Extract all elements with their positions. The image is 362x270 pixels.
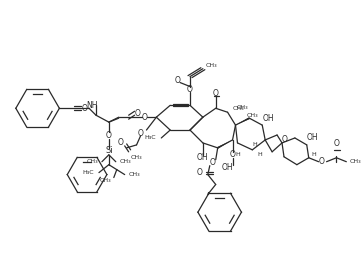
Text: CH₃: CH₃ xyxy=(131,155,142,160)
Text: NH: NH xyxy=(86,101,98,110)
Text: CH₃: CH₃ xyxy=(232,106,244,111)
Polygon shape xyxy=(217,140,232,149)
Text: O: O xyxy=(138,129,143,137)
Text: CH₃: CH₃ xyxy=(129,172,140,177)
Text: O: O xyxy=(106,131,112,140)
Text: CH₃: CH₃ xyxy=(120,159,131,164)
Text: H: H xyxy=(235,152,240,157)
Text: CH₃: CH₃ xyxy=(247,113,258,118)
Text: OH: OH xyxy=(307,133,319,143)
Text: H: H xyxy=(312,152,316,157)
Text: O: O xyxy=(230,150,235,159)
Text: O: O xyxy=(197,168,203,177)
Text: O: O xyxy=(118,139,124,147)
Text: O: O xyxy=(174,76,180,85)
Text: CH₃: CH₃ xyxy=(99,178,111,183)
Text: H: H xyxy=(257,152,262,157)
Text: O: O xyxy=(142,113,147,122)
Text: CH₃: CH₃ xyxy=(206,63,218,68)
Polygon shape xyxy=(236,117,250,125)
Text: O: O xyxy=(187,85,193,94)
Text: O: O xyxy=(81,104,87,113)
Text: OH: OH xyxy=(222,163,233,172)
Text: OH: OH xyxy=(197,153,209,162)
Text: CH₃: CH₃ xyxy=(237,105,248,110)
Text: O: O xyxy=(333,139,340,148)
Text: H₃C: H₃C xyxy=(145,136,156,140)
Text: CH₃: CH₃ xyxy=(87,159,98,164)
Text: OH: OH xyxy=(262,114,274,123)
Text: H₃C: H₃C xyxy=(83,170,94,175)
Text: CH₃: CH₃ xyxy=(349,159,361,164)
Text: O: O xyxy=(319,157,325,166)
Text: H: H xyxy=(252,142,257,147)
Text: Si: Si xyxy=(105,146,113,155)
Text: O: O xyxy=(135,109,140,118)
Text: O: O xyxy=(282,136,288,144)
Text: O: O xyxy=(213,89,219,98)
Text: O: O xyxy=(210,158,216,167)
